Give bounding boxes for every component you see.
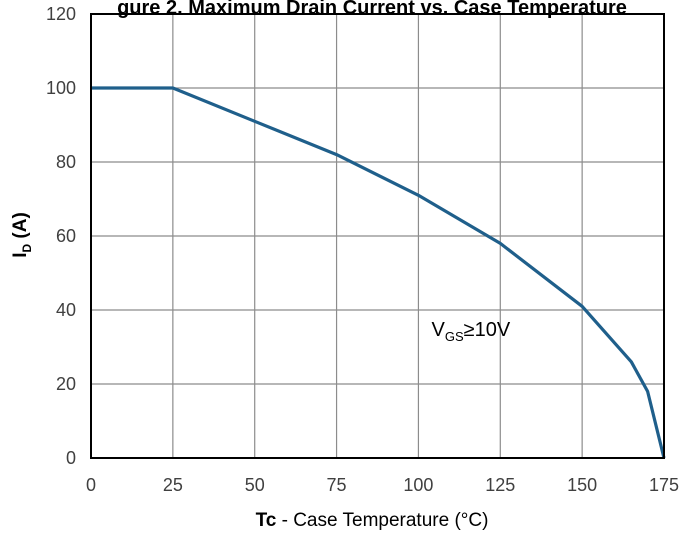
x-axis-title-text: - Case Temperature (°C)	[276, 510, 488, 531]
x-tick-label: 0	[86, 475, 96, 495]
vgs-annotation-subscript: GS	[445, 329, 464, 344]
y-tick-label: 100	[46, 78, 76, 98]
x-tick-label: 150	[567, 475, 597, 495]
y-axis-ticks: 0 20 40 60 80 100 120	[46, 4, 76, 468]
x-tick-label: 175	[649, 475, 679, 495]
x-tick-label: 50	[245, 475, 265, 495]
y-tick-label: 80	[56, 152, 76, 172]
x-axis-ticks: 0 25 50 75 100 125 150 175	[86, 475, 679, 495]
grid-lines	[90, 13, 665, 459]
x-tick-label: 75	[327, 475, 347, 495]
vgs-annotation: VGS≥10V	[432, 319, 511, 344]
y-axis-title-subscript: D	[20, 244, 34, 253]
x-tick-label: 100	[403, 475, 433, 495]
y-axis-title: ID (A)	[10, 212, 34, 258]
drain-current-line	[91, 86, 666, 459]
y-tick-label: 20	[56, 374, 76, 394]
x-axis-title-symbol: Tc	[256, 510, 277, 531]
y-tick-label: 120	[46, 4, 76, 24]
y-tick-label: 40	[56, 300, 76, 320]
x-axis-title: Tc - Case Temperature (°C)	[256, 510, 489, 531]
x-tick-label: 25	[163, 475, 183, 495]
y-axis-title-unit: (A)	[10, 212, 31, 244]
vgs-annotation-value: ≥10V	[464, 319, 511, 341]
x-tick-label: 125	[485, 475, 515, 495]
chart-title: gure 2. Maximum Drain Current vs. Case T…	[117, 0, 627, 19]
plot-frame	[90, 13, 665, 459]
y-tick-label: 0	[66, 448, 76, 468]
y-tick-label: 60	[56, 226, 76, 246]
vgs-annotation-symbol: V	[432, 319, 446, 341]
y-axis-title-symbol: I	[10, 253, 31, 258]
